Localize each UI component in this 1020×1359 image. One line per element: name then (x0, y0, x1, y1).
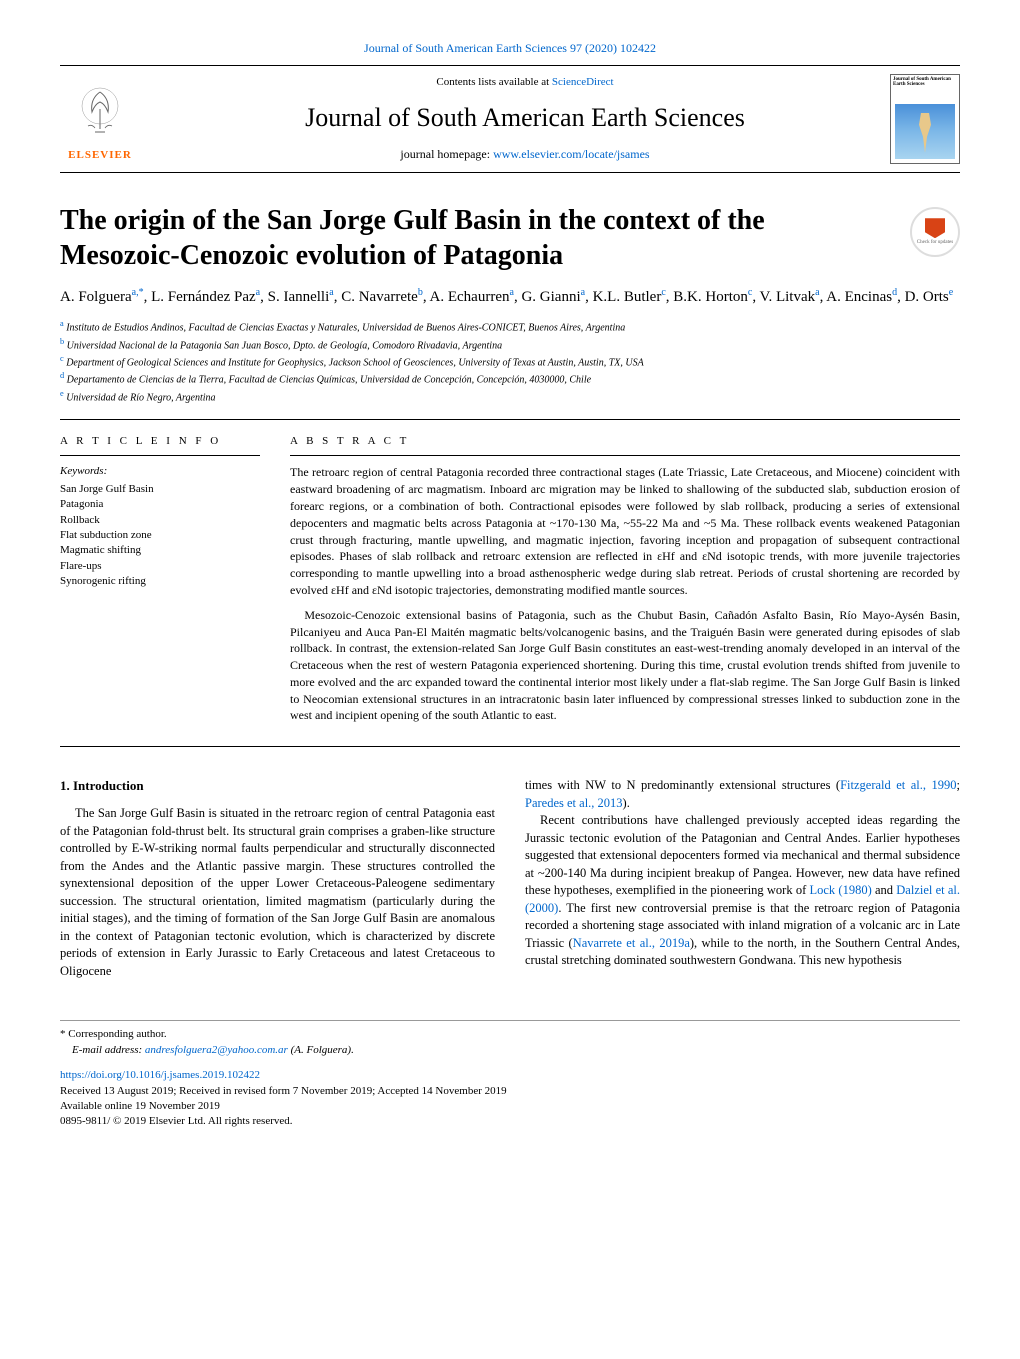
footer: * Corresponding author. E-mail address: … (60, 1020, 960, 1129)
abstract-heading: A B S T R A C T (290, 434, 960, 449)
abstract-rule (290, 455, 960, 456)
keyword: Patagonia (60, 497, 260, 512)
cover-image (895, 104, 955, 159)
abstract-para-1: The retroarc region of central Patagonia… (290, 464, 960, 598)
intro-p3-b: and (872, 883, 897, 897)
article-title: The origin of the San Jorge Gulf Basin i… (60, 203, 890, 273)
journal-citation-link[interactable]: Journal of South American Earth Sciences… (364, 41, 656, 55)
contents-prefix: Contents lists available at (436, 76, 551, 88)
body-section: 1. Introduction The San Jorge Gulf Basin… (60, 777, 960, 980)
elsevier-tree-icon (70, 84, 130, 144)
keyword: Rollback (60, 513, 260, 528)
article-info-rule (60, 455, 260, 456)
affiliation: a Instituto de Estudios Andinos, Faculta… (60, 318, 960, 335)
cover-south-america-icon (915, 113, 935, 153)
keyword: Magmatic shifting (60, 543, 260, 558)
affiliation: d Departamento de Ciencias de la Tierra,… (60, 370, 960, 387)
corresponding-author: * Corresponding author. (60, 1027, 960, 1042)
check-updates-badge[interactable]: Check for updates (910, 207, 960, 257)
intro-para-3: Recent contributions have challenged pre… (525, 812, 960, 970)
footer-meta: https://doi.org/10.1016/j.jsames.2019.10… (60, 1068, 960, 1130)
copyright-line: 0895-9811/ © 2019 Elsevier Ltd. All righ… (60, 1114, 960, 1129)
article-info-heading: A R T I C L E I N F O (60, 434, 260, 449)
citation-lock[interactable]: Lock (1980) (809, 883, 871, 897)
homepage-line: journal homepage: www.elsevier.com/locat… (160, 146, 890, 163)
contents-line: Contents lists available at ScienceDirec… (160, 75, 890, 90)
keywords-label: Keywords: (60, 464, 260, 479)
keyword: Flat subduction zone (60, 528, 260, 543)
elsevier-wordmark: ELSEVIER (68, 148, 132, 163)
body-columns: 1. Introduction The San Jorge Gulf Basin… (60, 777, 960, 980)
intro-p2-c: ). (623, 796, 630, 810)
sciencedirect-link[interactable]: ScienceDirect (552, 76, 614, 88)
intro-para-1: The San Jorge Gulf Basin is situated in … (60, 805, 495, 980)
cover-title: Journal of South American Earth Sciences (891, 75, 959, 89)
homepage-prefix: journal homepage: (400, 147, 493, 161)
intro-p2-a: times with NW to N predominantly extensi… (525, 778, 840, 792)
journal-cover-thumbnail: Journal of South American Earth Sciences (890, 74, 960, 164)
available-line: Available online 19 November 2019 (60, 1099, 960, 1114)
doi-link[interactable]: https://doi.org/10.1016/j.jsames.2019.10… (60, 1069, 260, 1081)
article-info-column: A R T I C L E I N F O Keywords: San Jorg… (60, 434, 260, 732)
elsevier-logo: ELSEVIER (60, 74, 140, 164)
citation-navarrete[interactable]: Navarrete et al., 2019a (573, 936, 690, 950)
section-heading-intro: 1. Introduction (60, 777, 495, 795)
email-suffix: (A. Folguera). (288, 1044, 354, 1056)
citation-paredes[interactable]: Paredes et al., 2013 (525, 796, 623, 810)
divider (60, 746, 960, 747)
journal-name: Journal of South American Earth Sciences (160, 100, 890, 136)
email-label: E-mail address: (72, 1044, 145, 1056)
affiliation: c Department of Geological Sciences and … (60, 353, 960, 370)
homepage-link[interactable]: www.elsevier.com/locate/jsames (493, 147, 650, 161)
email-link[interactable]: andresfolguera2@yahoo.com.ar (145, 1044, 288, 1056)
abstract-para-2: Mesozoic-Cenozoic extensional basins of … (290, 607, 960, 725)
bookmark-icon (925, 218, 945, 238)
header-center: Contents lists available at ScienceDirec… (160, 75, 890, 164)
check-updates-label: Check for updates (917, 240, 953, 245)
intro-para-2: times with NW to N predominantly extensi… (525, 777, 960, 812)
meta-two-col: A R T I C L E I N F O Keywords: San Jorg… (60, 434, 960, 732)
abstract-column: A B S T R A C T The retroarc region of c… (290, 434, 960, 732)
affiliations: a Instituto de Estudios Andinos, Faculta… (60, 318, 960, 405)
affiliation: b Universidad Nacional de la Patagonia S… (60, 336, 960, 353)
received-line: Received 13 August 2019; Received in rev… (60, 1084, 960, 1099)
abstract-text: The retroarc region of central Patagonia… (290, 464, 960, 724)
citation-fitzgerald[interactable]: Fitzgerald et al., 1990 (840, 778, 956, 792)
divider (60, 419, 960, 420)
journal-header: ELSEVIER Contents lists available at Sci… (60, 65, 960, 173)
intro-p2-b: ; (957, 778, 960, 792)
title-row: The origin of the San Jorge Gulf Basin i… (60, 203, 960, 273)
author-list: A. Folgueraa,*, L. Fernández Paza, S. Ia… (60, 285, 960, 309)
keyword: San Jorge Gulf Basin (60, 482, 260, 497)
journal-citation: Journal of South American Earth Sciences… (60, 40, 960, 57)
email-line: E-mail address: andresfolguera2@yahoo.co… (72, 1043, 960, 1058)
keyword: Flare-ups (60, 559, 260, 574)
affiliation: e Universidad de Río Negro, Argentina (60, 388, 960, 405)
keyword: Synorogenic rifting (60, 574, 260, 589)
keywords-list: San Jorge Gulf BasinPatagoniaRollbackFla… (60, 482, 260, 590)
